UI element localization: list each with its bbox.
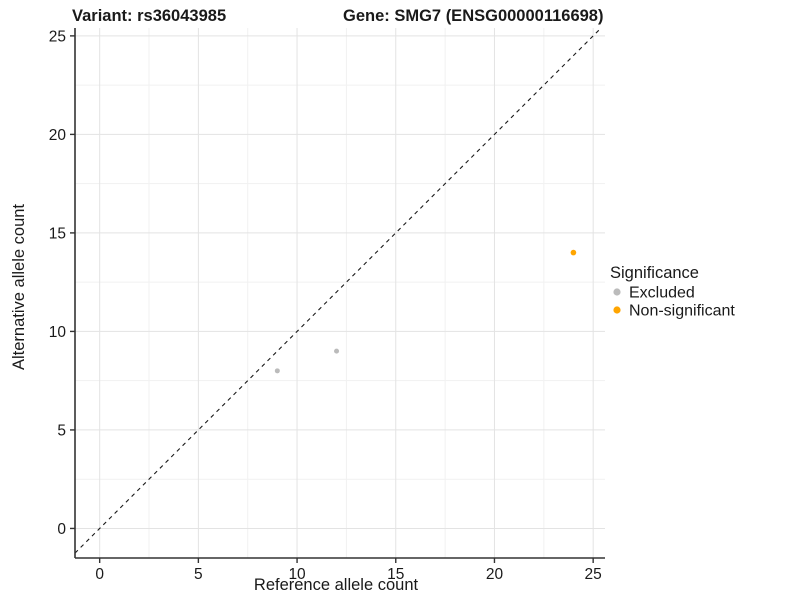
y-tick-label: 10 bbox=[49, 324, 67, 341]
x-tick-label: 25 bbox=[585, 566, 602, 583]
plot-title-gene: Gene: SMG7 (ENSG00000116698) bbox=[343, 7, 603, 25]
data-point-excluded bbox=[334, 348, 340, 354]
legend-title: Significance bbox=[610, 264, 699, 282]
x-tick-label: 5 bbox=[194, 566, 203, 583]
data-points-layer bbox=[274, 249, 577, 374]
plot-title-variant: Variant: rs36043985 bbox=[72, 7, 226, 25]
axes-layer bbox=[70, 28, 605, 563]
y-tick-label: 15 bbox=[49, 225, 66, 242]
y-tick-label: 25 bbox=[49, 28, 66, 45]
x-tick-label: 15 bbox=[387, 566, 404, 583]
data-point-non-significant bbox=[570, 249, 577, 256]
identity-dashed-line bbox=[74, 27, 602, 554]
y-tick-label: 0 bbox=[57, 521, 66, 538]
x-tick-label: 0 bbox=[95, 566, 104, 583]
y-tick-label: 20 bbox=[49, 127, 67, 144]
data-point-excluded bbox=[274, 368, 280, 374]
gridlines-layer bbox=[75, 28, 605, 558]
identity-line-layer bbox=[74, 27, 602, 554]
legend-key-dot bbox=[613, 306, 621, 314]
y-axis-title: Alternative allele count bbox=[10, 204, 28, 370]
x-tick-label: 20 bbox=[486, 566, 504, 583]
x-tick-label: 10 bbox=[288, 566, 306, 583]
legend-key-dot bbox=[613, 288, 621, 296]
legend-entry-label: Non-significant bbox=[629, 303, 735, 320]
legend-entry-label: Excluded bbox=[629, 285, 695, 302]
tick-labels-layer: 0 5 10 15 20 25 0 5 10 15 20 25 bbox=[49, 28, 602, 583]
y-tick-label: 5 bbox=[57, 422, 66, 439]
x-axis-title: Reference allele count bbox=[254, 576, 419, 594]
